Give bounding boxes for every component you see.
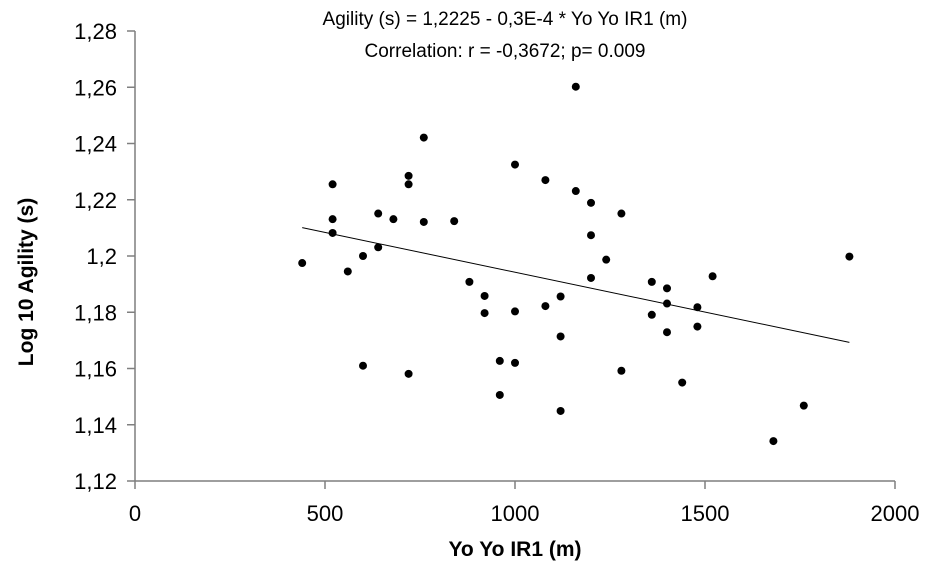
- y-tick-label: 1,2: [86, 244, 117, 269]
- data-point: [845, 252, 854, 261]
- plot-area: 1,12 1,14 1,16 1,18 1,2 1,22 1,24 1,26 1,28 0 500 1…: [74, 19, 919, 526]
- y-tick-label: 1,22: [74, 188, 117, 213]
- y-tick-label: 1,18: [74, 300, 117, 325]
- data-point: [602, 255, 611, 264]
- x-tick-label: 0: [129, 501, 141, 526]
- data-point: [480, 291, 489, 300]
- data-point: [769, 437, 778, 446]
- data-point: [693, 303, 702, 312]
- data-point: [359, 361, 367, 370]
- chart-title: Agility (s) = 1,2225 - 0,3E-4 * Yo Yo IR…: [323, 9, 688, 30]
- data-point: [511, 358, 519, 367]
- y-tick-label: 1,28: [74, 19, 117, 44]
- data-point: [465, 277, 474, 286]
- y-tick-label: 1,26: [74, 75, 117, 100]
- data-point: [511, 160, 519, 169]
- chart-subtitle: Correlation: r = -0,3672; p= 0.009: [365, 41, 646, 62]
- x-axis-title: Yo Yo IR1 (m): [448, 538, 581, 561]
- data-point: [663, 299, 671, 308]
- data-point: [404, 180, 413, 189]
- data-point: [359, 252, 367, 260]
- data-point: [480, 309, 489, 318]
- data-point: [587, 198, 595, 207]
- data-point: [647, 310, 656, 319]
- x-tick-label: 500: [307, 501, 344, 526]
- y-tick-label: 1,12: [74, 469, 117, 494]
- data-point: [495, 356, 504, 365]
- data-point: [404, 171, 413, 180]
- data-point: [389, 215, 398, 224]
- data-point: [647, 277, 656, 286]
- data-point: [556, 292, 565, 301]
- data-point: [799, 401, 808, 410]
- data-point: [556, 406, 565, 415]
- data-point: [617, 366, 626, 375]
- data-point: [450, 217, 459, 226]
- data-point: [663, 284, 671, 293]
- data-point: [328, 215, 337, 224]
- data-point: [541, 302, 550, 311]
- data-point: [571, 82, 580, 91]
- data-point: [328, 180, 337, 189]
- data-point: [617, 209, 626, 218]
- data-point: [587, 273, 595, 282]
- y-axis-title: Log 10 Agility (s): [15, 198, 38, 366]
- data-point: [374, 243, 383, 252]
- data-point: [328, 228, 337, 237]
- data-point: [556, 332, 565, 341]
- data-point: [708, 272, 717, 281]
- x-tick-label: 2000: [871, 501, 920, 526]
- data-point: [404, 369, 413, 378]
- data-point: [511, 307, 519, 316]
- data-point: [419, 133, 428, 142]
- data-point: [571, 187, 580, 196]
- data-point: [663, 328, 671, 337]
- x-tick-label: 1000: [491, 501, 540, 526]
- y-tick-label: 1,16: [74, 357, 117, 382]
- data-point: [419, 217, 428, 226]
- data-point: [374, 209, 383, 218]
- trend-line: [302, 227, 850, 343]
- y-tick-label: 1,14: [74, 413, 117, 438]
- data-point: [693, 322, 702, 331]
- x-tick-label: 1500: [681, 501, 730, 526]
- data-point: [298, 259, 307, 268]
- data-point: [587, 231, 595, 240]
- y-tick-label: 1,24: [74, 132, 117, 157]
- data-point: [678, 378, 687, 387]
- data-point: [495, 390, 504, 399]
- data-point: [541, 176, 550, 185]
- data-point: [343, 267, 352, 276]
